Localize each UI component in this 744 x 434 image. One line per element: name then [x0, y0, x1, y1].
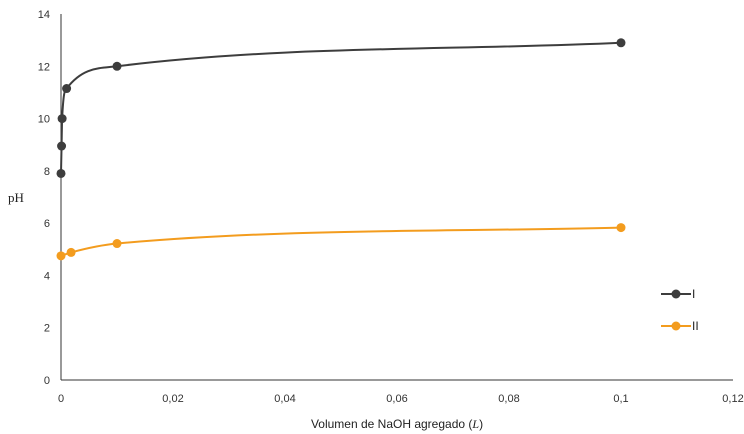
x-tick-label: 0,1 [613, 393, 628, 405]
legend-label: I [692, 287, 695, 301]
data-point [616, 38, 626, 48]
data-point [66, 247, 76, 257]
data-point [57, 114, 67, 124]
series-I [56, 38, 626, 178]
y-tick-label: 12 [38, 61, 50, 73]
x-tick-label: 0,04 [274, 393, 295, 405]
data-point [112, 239, 122, 249]
series-line [60, 226, 622, 257]
series-II [56, 223, 626, 261]
y-tick-label: 8 [44, 166, 50, 178]
y-tick-label: 6 [44, 218, 50, 230]
y-tick-label: 2 [44, 323, 50, 335]
x-tick-label: 0 [58, 393, 64, 405]
data-point [62, 84, 72, 94]
legend-item-I: I [661, 287, 695, 301]
series-layer [56, 38, 626, 261]
y-tick-label: 14 [38, 9, 50, 21]
x-tick-label: 0,08 [498, 393, 519, 405]
x-tick-label: 0,02 [162, 393, 183, 405]
x-tick-label: 0,06 [386, 393, 407, 405]
y-axis-title: pH [8, 190, 24, 205]
legend-swatch-marker [671, 289, 681, 299]
x-axis-title-variable: L [471, 417, 479, 431]
legend-label: II [692, 319, 699, 333]
y-tick-label: 10 [38, 114, 50, 126]
data-point [112, 61, 122, 71]
x-tick-label: 0,12 [722, 393, 743, 405]
x-axis-title: Volumen de NaOH agregado (L) [311, 417, 483, 431]
legend-item-II: II [661, 319, 699, 333]
x-tick-labels: 0 0,02 0,04 0,06 0,08 0,1 0,12 [58, 393, 744, 405]
data-point [57, 141, 67, 151]
y-tick-labels: 0 2 4 6 8 10 12 14 [38, 9, 50, 387]
data-point [56, 168, 66, 178]
data-point [616, 223, 626, 233]
legend: I II [661, 287, 699, 333]
data-point [56, 251, 66, 261]
series-line [60, 41, 622, 174]
y-tick-label: 0 [44, 375, 50, 387]
legend-swatch-marker [671, 321, 681, 331]
y-tick-label: 4 [44, 270, 50, 282]
axes [60, 14, 733, 381]
